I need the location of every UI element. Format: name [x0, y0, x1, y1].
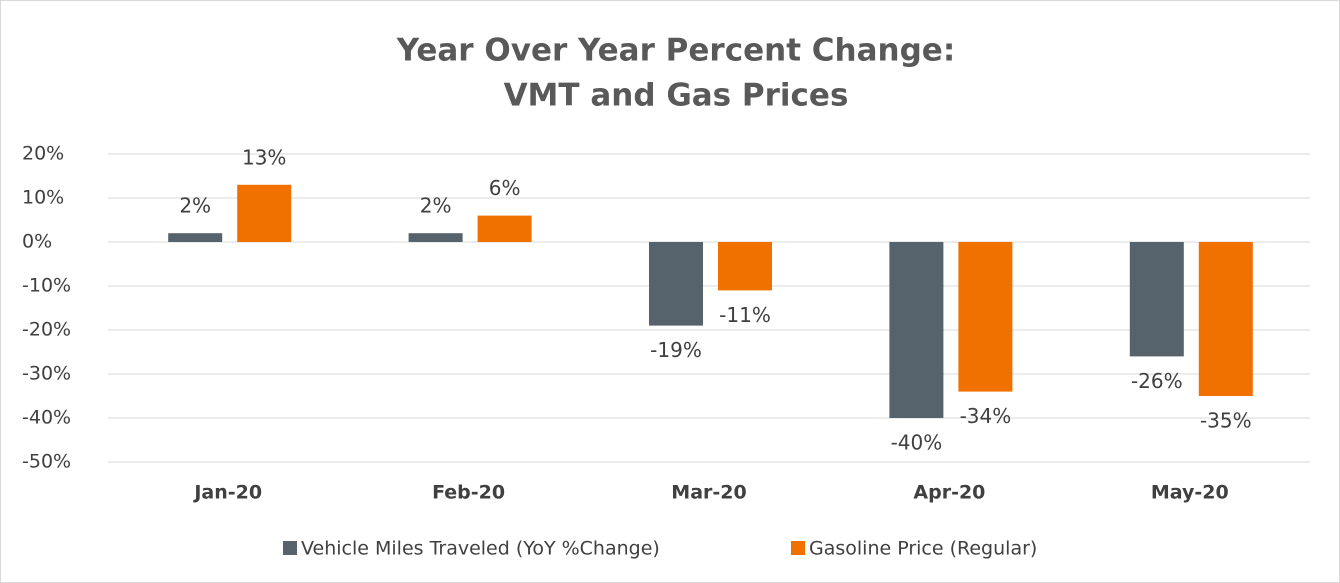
y-tick-label: -10% — [22, 275, 71, 297]
data-label: -19% — [650, 338, 702, 362]
y-tick-label: -50% — [22, 451, 71, 473]
data-label: 13% — [242, 145, 286, 169]
chart-title: Year Over Year Percent Change: — [396, 33, 955, 69]
y-tick-label: -40% — [22, 407, 71, 429]
legend-swatch — [283, 541, 297, 555]
bar — [477, 215, 532, 242]
y-tick-label: 0% — [22, 231, 52, 253]
data-label: -40% — [891, 431, 943, 455]
y-tick-label: -20% — [22, 319, 71, 341]
bar — [408, 233, 463, 242]
bar — [889, 242, 944, 418]
bar — [168, 233, 223, 242]
y-tick-label: 10% — [22, 187, 64, 209]
data-label: -35% — [1200, 409, 1252, 433]
x-tick-label: Apr-20 — [913, 482, 985, 504]
data-label: 2% — [179, 194, 211, 218]
data-label: -34% — [960, 404, 1012, 428]
bar — [958, 242, 1013, 392]
data-label: -26% — [1131, 369, 1183, 393]
data-label: 2% — [420, 194, 452, 218]
bar — [1129, 242, 1184, 357]
chart-title: VMT and Gas Prices — [504, 78, 849, 114]
bar — [237, 184, 292, 242]
x-tick-label: Jan-20 — [192, 482, 262, 504]
bar — [718, 242, 772, 291]
data-label: -11% — [719, 303, 771, 327]
y-tick-label: 20% — [22, 143, 64, 165]
data-label: 6% — [489, 176, 521, 200]
bar — [1198, 242, 1253, 396]
legend-label: Gasoline Price (Regular) — [809, 538, 1037, 560]
legend-swatch — [791, 541, 805, 555]
x-tick-label: Feb-20 — [432, 482, 505, 504]
legend-label: Vehicle Miles Traveled (YoY %Change) — [301, 538, 660, 560]
y-tick-label: -30% — [22, 363, 71, 385]
x-tick-label: May-20 — [1151, 482, 1229, 504]
bar — [649, 242, 703, 326]
x-tick-label: Mar-20 — [671, 482, 746, 504]
